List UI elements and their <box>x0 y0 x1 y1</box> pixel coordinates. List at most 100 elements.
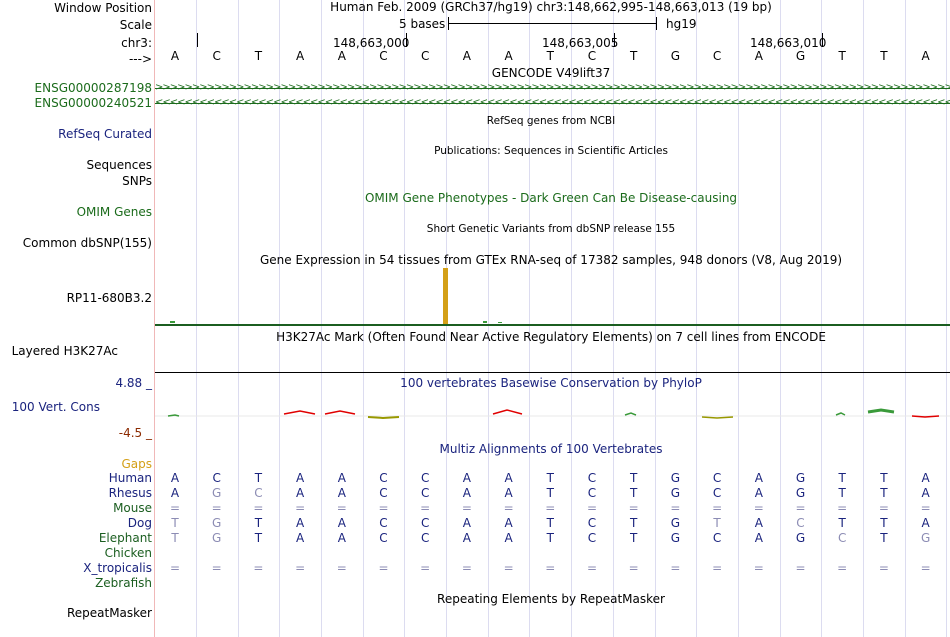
species-label-elephant[interactable]: Elephant <box>98 531 152 545</box>
alignment-base: T <box>713 516 721 530</box>
alignment-base: C <box>587 516 597 530</box>
base-grid-line <box>529 0 530 637</box>
alignment-base: = <box>461 501 472 515</box>
snps-track-label[interactable]: SNPs <box>122 174 152 188</box>
reference-base: T <box>254 49 263 63</box>
phylop-mark-3 <box>324 410 356 415</box>
repeatmasker-track-title: Repeating Elements by RepeatMasker <box>437 592 665 606</box>
phylop-min-label: -4.5 _ <box>118 426 152 440</box>
alignment-base: A <box>504 471 513 485</box>
reference-base: A <box>754 49 763 63</box>
species-label-x-tropicalis[interactable]: X_tropicalis <box>83 561 152 575</box>
alignment-base: = <box>837 561 848 575</box>
alignment-base: A <box>754 531 763 545</box>
species-label-mouse[interactable]: Mouse <box>113 501 152 515</box>
gtex-tissue-bar[interactable] <box>443 268 448 324</box>
alignment-base: C <box>420 516 430 530</box>
gene-label-ensg240521[interactable]: ENSG00000240521 <box>34 96 152 110</box>
alignment-base: = <box>753 501 764 515</box>
alignment-base: = <box>628 561 639 575</box>
reference-base: T <box>880 49 888 63</box>
gtex-gene-label[interactable]: RP11-680B3.2 <box>66 291 152 305</box>
track-labels-panel: Window Position Scale chr3: ---> ENSG000… <box>0 0 154 637</box>
reference-base: G <box>670 49 681 63</box>
alignment-base: T <box>880 531 888 545</box>
alignment-base: A <box>337 531 346 545</box>
alignment-base: = <box>253 501 264 515</box>
ruler-tick-3 <box>822 33 823 47</box>
forward-strand-arrows: >>>>>>>>>>>>>>>>>>>>>>>>>>>>>>>>>>>>>>>>… <box>155 82 950 93</box>
alignment-base: = <box>545 561 556 575</box>
reference-base: A <box>462 49 471 63</box>
refseq-track-title: RefSeq genes from NCBI <box>486 115 616 127</box>
gtex-graph[interactable] <box>155 268 950 326</box>
alignment-base: = <box>795 501 806 515</box>
alignment-base: G <box>670 486 681 500</box>
alignment-base: C <box>587 486 597 500</box>
gtex-baseline <box>155 324 950 326</box>
gene-ensg287198-strand[interactable]: >>>>>>>>>>>>>>>>>>>>>>>>>>>>>>>>>>>>>>>>… <box>155 81 950 95</box>
alignment-base: T <box>254 471 263 485</box>
scale-label: Scale <box>119 18 152 32</box>
multiz-track-title: Multiz Alignments of 100 Vertebrates <box>439 442 663 456</box>
species-label-human[interactable]: Human <box>108 471 152 485</box>
base-grid-line <box>571 0 572 637</box>
base-grid-line <box>655 0 656 637</box>
gene-ensg240521-line <box>155 103 950 104</box>
species-label-zebrafish[interactable]: Zebrafish <box>95 576 152 590</box>
species-label-rhesus[interactable]: Rhesus <box>108 486 152 500</box>
sequences-track-label[interactable]: Sequences <box>86 158 152 172</box>
ruler-position-1: 148,663,000 <box>333 36 410 50</box>
repeatmasker-track-label[interactable]: RepeatMasker <box>66 606 152 620</box>
alignment-base: T <box>546 471 554 485</box>
reference-base: C <box>212 49 221 63</box>
gtex-tissue-bar-small-2 <box>483 321 487 323</box>
alignment-base: = <box>461 561 472 575</box>
gene-label-ensg287198[interactable]: ENSG00000287198 <box>34 81 152 95</box>
alignment-base: A <box>504 531 513 545</box>
reference-base: A <box>337 49 346 63</box>
gtex-tissue-bar-small-3 <box>498 322 502 323</box>
base-grid-line <box>696 0 697 637</box>
ruler-tick-1 <box>406 33 407 47</box>
h3k27ac-track-title: H3K27Ac Mark (Often Found Near Active Re… <box>276 330 826 344</box>
omim-track-label[interactable]: OMIM Genes <box>76 205 152 219</box>
h3k27ac-track-label[interactable]: Layered H3K27Ac <box>11 344 118 358</box>
gtex-tissue-bar-small-1 <box>170 321 175 323</box>
alignment-base: A <box>754 486 763 500</box>
species-label-chicken[interactable]: Chicken <box>104 546 152 560</box>
ruler-tick-2 <box>614 33 615 47</box>
ruler-tick-start <box>197 33 198 47</box>
genome-browser-image[interactable]: Human Feb. 2009 (GRCh37/hg19) chr3:148,6… <box>155 0 950 637</box>
alignment-base: C <box>587 531 597 545</box>
phylop-mark-8 <box>835 412 846 416</box>
reference-base: A <box>921 49 930 63</box>
dbsnp-track-label[interactable]: Common dbSNP(155) <box>22 236 152 250</box>
alignment-base: = <box>503 501 514 515</box>
gencode-track-title[interactable]: GENCODE V49lift37 <box>491 66 611 80</box>
scale-bar-tick-left <box>448 17 449 30</box>
alignment-base: A <box>337 486 346 500</box>
alignment-base: C <box>712 531 722 545</box>
alignment-base: C <box>420 531 430 545</box>
phylop-graph[interactable] <box>155 400 950 430</box>
alignment-base: G <box>920 531 931 545</box>
phylop-mark-2 <box>283 410 316 415</box>
alignment-base: A <box>337 516 346 530</box>
alignment-base: = <box>336 501 347 515</box>
alignment-base: T <box>880 471 888 485</box>
phylop-mark-4 <box>367 416 400 420</box>
reference-base: T <box>838 49 846 63</box>
alignment-base: = <box>169 501 181 515</box>
alignment-base: A <box>462 516 471 530</box>
phylop-track-label[interactable]: 100 Vert. Cons <box>11 400 100 414</box>
phylop-mark-1 <box>167 414 180 417</box>
refseq-track-label[interactable]: RefSeq Curated <box>58 127 152 141</box>
species-label-dog[interactable]: Dog <box>127 516 152 530</box>
alignment-base: = <box>295 561 306 575</box>
gene-ensg240521-strand[interactable]: <<<<<<<<<<<<<<<<<<<<<<<<<<<<<<<<<<<<<<<<… <box>155 96 950 110</box>
phylop-mark-9 <box>867 408 895 414</box>
ruler-position-2: 148,663,005 <box>542 36 619 50</box>
alignment-base: = <box>878 561 889 575</box>
reference-base: A <box>295 49 305 63</box>
